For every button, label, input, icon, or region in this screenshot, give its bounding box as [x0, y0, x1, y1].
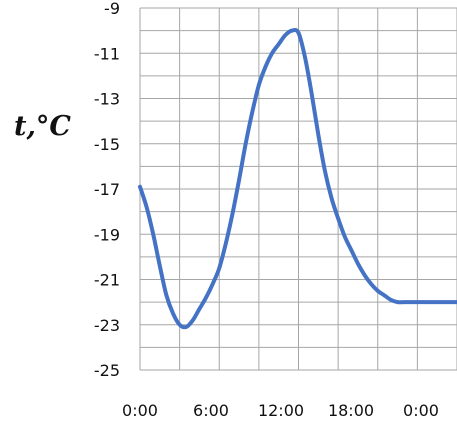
x-tick-label: 0:00: [403, 401, 439, 420]
y-tick-label: -17: [94, 180, 120, 199]
temperature-series-line: [138, 27, 457, 330]
x-tick-label: 12:00: [258, 401, 304, 420]
y-tick-labels: -9 -11 -13 -15 -17 -19 -21 -23 -25: [94, 0, 120, 380]
y-tick-label: -15: [94, 135, 120, 154]
y-tick-label: -11: [94, 44, 120, 63]
y-tick-label: -21: [94, 271, 120, 290]
x-tick-label: 18:00: [328, 401, 374, 420]
x-tick-label: 6:00: [193, 401, 229, 420]
y-tick-label: -19: [94, 225, 120, 244]
y-tick-label: -25: [94, 361, 120, 380]
x-tick-labels: 0:00 6:00 12:00 18:00 0:00: [122, 401, 439, 420]
x-tick-label: 0:00: [122, 401, 158, 420]
y-tick-label: -23: [94, 316, 120, 335]
y-axis-label: t,°C: [14, 111, 71, 142]
y-tick-label: -9: [104, 0, 120, 18]
y-tick-label: -13: [94, 90, 120, 109]
grid-layer: [139, 7, 457, 371]
series-layer: [138, 27, 457, 330]
